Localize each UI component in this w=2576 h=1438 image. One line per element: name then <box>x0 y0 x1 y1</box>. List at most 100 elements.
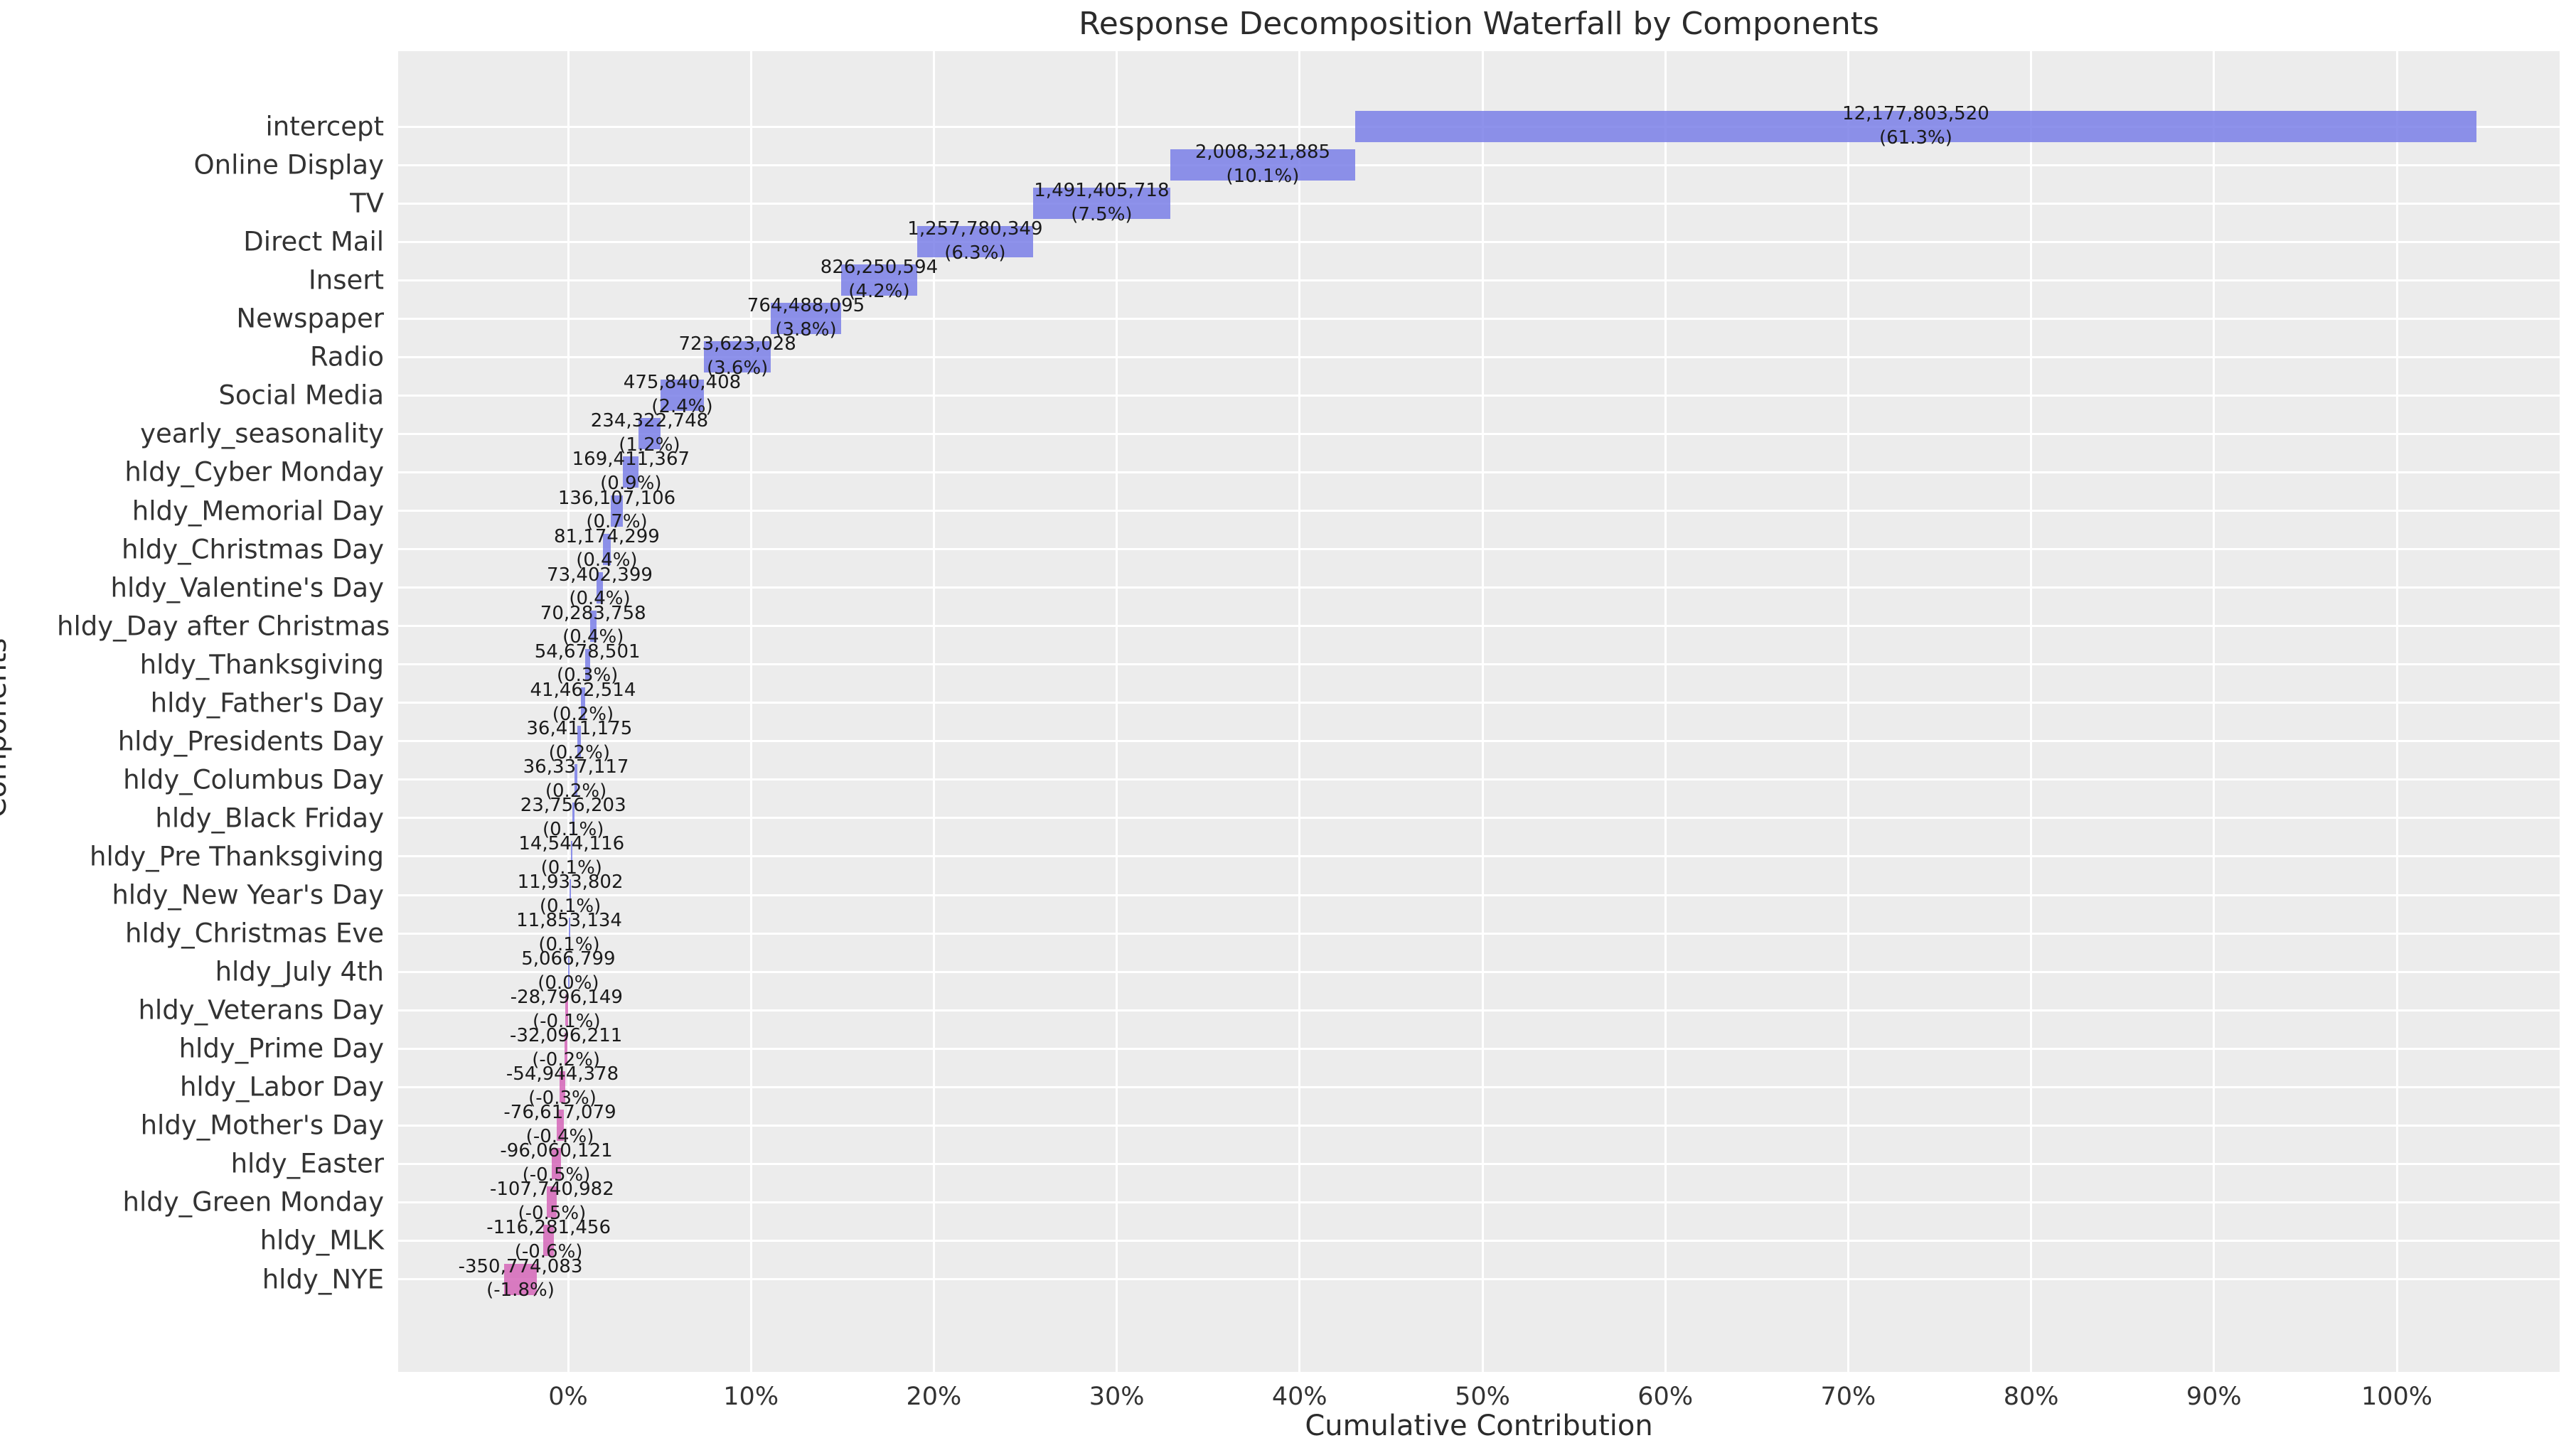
x-tick-label-20: 20% <box>906 1383 962 1411</box>
y-tick-label-tv: TV <box>350 188 384 219</box>
bar-label-hldy-valentine-s-day: 73,402,399 (0.4%) <box>547 564 653 612</box>
waterfall-bar-hldy-easter <box>552 1148 561 1180</box>
waterfall-bar-hldy-july-4th <box>568 956 570 988</box>
bar-pct-label: (61.3%) <box>1878 127 1952 149</box>
x-tick-label-70: 70% <box>1820 1383 1876 1411</box>
bar-pct-label: (7.5%) <box>1071 204 1133 226</box>
bar-label-insert: 826,250,594 (4.2%) <box>821 256 938 304</box>
x-gridline-20 <box>932 51 935 1372</box>
y-gridline-hldy-columbus-day <box>398 778 2560 781</box>
x-tick-label-90: 90% <box>2186 1383 2242 1411</box>
y-gridline-newspaper <box>398 317 2560 320</box>
waterfall-bar-hldy-father-s-day <box>581 687 585 719</box>
bar-label-hldy-christmas-eve: 11,853,134 (0.1%) <box>516 909 622 957</box>
waterfall-bar-intercept <box>1354 111 2476 142</box>
y-tick-label-hldy-july-4th: hldy_July 4th <box>215 956 384 987</box>
bar-label-hldy-new-year-s-day: 11,933,802 (0.1%) <box>518 871 624 919</box>
waterfall-bar-yearly-seasonality <box>638 418 661 450</box>
waterfall-bar-hldy-christmas-eve <box>568 918 570 950</box>
x-gridline-100 <box>2395 51 2398 1372</box>
bar-label-hldy-july-4th: 5,066,799 (0.0%) <box>521 948 615 996</box>
y-gridline-social-media <box>398 394 2560 397</box>
bar-value-label: -107,740,982 <box>489 1179 614 1201</box>
bar-label-hldy-mlk: -116,281,456 (-0.6%) <box>486 1217 611 1265</box>
y-tick-label-hldy-thanksgiving: hldy_Thanksgiving <box>139 649 384 680</box>
bar-pct-label: (-0.5%) <box>518 1203 587 1225</box>
bar-label-online-display: 2,008,321,885 (10.1%) <box>1195 141 1330 189</box>
bar-pct-label: (-0.5%) <box>522 1164 591 1186</box>
waterfall-bar-hldy-mlk <box>543 1225 555 1257</box>
x-tick-label-0: 0% <box>548 1383 588 1411</box>
x-gridline-70 <box>1847 51 1849 1372</box>
bar-label-hldy-pre-thanksgiving: 14,544,116 (0.1%) <box>518 832 624 881</box>
waterfall-bar-hldy-presidents-day <box>577 725 582 757</box>
chart-title: Response Decomposition Waterfall by Comp… <box>1079 6 1879 42</box>
bar-label-hldy-black-friday: 23,756,203 (0.1%) <box>520 794 626 842</box>
bar-pct-label: (-0.2%) <box>532 1049 601 1071</box>
y-tick-label-hldy-mlk: hldy_MLK <box>260 1225 384 1256</box>
waterfall-bar-hldy-new-year-s-day <box>570 879 572 911</box>
bar-label-direct-mail: 1,257,780,349 (6.3%) <box>907 218 1042 266</box>
y-tick-label-intercept: intercept <box>265 111 385 142</box>
y-gridline-hldy-nye <box>398 1278 2560 1280</box>
bar-pct-label: (2.4%) <box>651 396 713 418</box>
bar-value-label: 5,066,799 <box>521 948 616 970</box>
waterfall-bar-tv <box>1032 188 1170 220</box>
bar-value-label: 11,933,802 <box>517 871 624 894</box>
bar-value-label: 36,411,175 <box>526 718 633 739</box>
y-tick-label-hldy-veterans-day: hldy_Veterans Day <box>138 994 384 1026</box>
bar-value-label: 11,853,134 <box>516 910 622 932</box>
bar-value-label: -32,096,211 <box>510 1025 623 1047</box>
y-gridline-hldy-cyber-monday <box>398 471 2560 473</box>
y-tick-label-hldy-presidents-day: hldy_Presidents Day <box>117 726 384 757</box>
bar-value-label: 41,462,514 <box>530 679 636 701</box>
y-gridline-hldy-prime-day <box>398 1047 2560 1050</box>
bar-label-hldy-green-monday: -107,740,982 (-0.5%) <box>490 1179 614 1227</box>
x-gridline-60 <box>1664 51 1667 1372</box>
bar-pct-label: (0.1%) <box>538 934 600 956</box>
waterfall-bar-hldy-day-after-christmas <box>589 610 597 642</box>
y-tick-label-hldy-prime-day: hldy_Prime Day <box>178 1033 384 1064</box>
y-tick-label-newspaper: Newspaper <box>236 303 384 334</box>
y-tick-label-hldy-christmas-day: hldy_Christmas Day <box>122 534 384 565</box>
y-gridline-online-display <box>398 163 2560 166</box>
bar-value-label: 12,177,803,520 <box>1842 103 1989 125</box>
y-tick-label-hldy-christmas-eve: hldy_Christmas Eve <box>125 918 384 949</box>
waterfall-bar-online-display <box>1170 149 1355 181</box>
bar-label-hldy-presidents-day: 36,411,175 (0.2%) <box>526 717 632 766</box>
waterfall-bar-hldy-columbus-day <box>574 763 578 795</box>
bar-label-tv: 1,491,405,718 (7.5%) <box>1034 179 1169 227</box>
bar-pct-label: (0.7%) <box>586 511 648 533</box>
bar-label-hldy-veterans-day: -28,796,149 (-0.1%) <box>511 986 623 1034</box>
y-axis-label: Components <box>0 638 13 818</box>
bar-value-label: -54,944,378 <box>506 1063 619 1085</box>
bar-value-label: 764,488,095 <box>747 295 865 317</box>
y-gridline-hldy-presidents-day <box>398 740 2560 743</box>
y-tick-label-hldy-valentine-s-day: hldy_Valentine's Day <box>110 572 385 603</box>
bar-pct-label: (-1.8%) <box>486 1279 555 1302</box>
waterfall-bar-hldy-veterans-day <box>565 994 568 1026</box>
y-tick-label-hldy-memorial-day: hldy_Memorial Day <box>132 495 384 526</box>
bar-value-label: 475,840,408 <box>623 372 742 394</box>
y-gridline-yearly-seasonality <box>398 432 2560 435</box>
bar-value-label: 1,257,780,349 <box>907 218 1043 240</box>
x-gridline-90 <box>2213 51 2216 1372</box>
waterfall-bar-direct-mail <box>916 226 1033 258</box>
bar-pct-label: (0.1%) <box>543 818 604 840</box>
y-tick-label-hldy-pre-thanksgiving: hldy_Pre Thanksgiving <box>90 841 384 872</box>
y-tick-label-hldy-green-monday: hldy_Green Monday <box>122 1186 385 1218</box>
y-gridline-hldy-new-year-s-day <box>398 894 2560 896</box>
bar-pct-label: (-0.6%) <box>514 1241 583 1263</box>
bar-pct-label: (-0.3%) <box>528 1088 597 1110</box>
y-gridline-hldy-christmas-day <box>398 548 2560 551</box>
y-tick-label-social-media: Social Media <box>218 380 384 411</box>
x-gridline-10 <box>749 51 752 1372</box>
y-tick-label-online-display: Online Display <box>193 149 385 181</box>
bar-value-label: 1,491,405,718 <box>1034 180 1170 202</box>
bar-value-label: 169,411,367 <box>572 449 690 471</box>
x-tick-label-50: 50% <box>1455 1383 1510 1411</box>
bar-value-label: 136,107,106 <box>557 487 676 509</box>
x-tick-label-40: 40% <box>1271 1383 1327 1411</box>
bar-value-label: 73,402,399 <box>547 564 653 586</box>
bar-label-intercept: 12,177,803,520 (61.3%) <box>1842 102 1989 151</box>
